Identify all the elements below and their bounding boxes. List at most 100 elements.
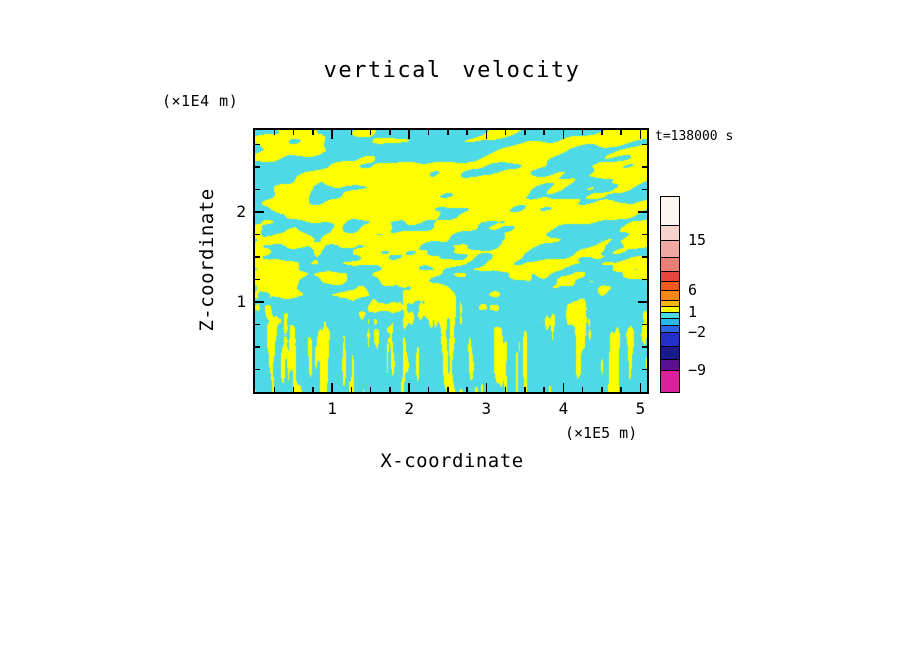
z-minor-tick	[642, 188, 647, 191]
z-minor-tick	[642, 166, 647, 168]
x-major-tick	[408, 383, 410, 392]
colorbar-segment	[661, 290, 679, 300]
x-minor-tick	[273, 130, 276, 135]
x-minor-tick	[369, 130, 372, 135]
x-minor-tick	[292, 387, 295, 392]
x-minor-tick	[524, 387, 526, 392]
x-major-tick	[639, 383, 642, 392]
colorbar-segment	[661, 257, 679, 271]
z-minor-tick	[255, 278, 260, 281]
colorbar-segment	[661, 197, 679, 225]
time-annotation: t=138000 s	[655, 129, 734, 144]
z-minor-tick	[642, 233, 647, 236]
x-minor-tick	[273, 387, 276, 392]
x-minor-tick	[601, 130, 603, 135]
velocity-field-canvas	[255, 130, 647, 392]
colorbar-segment	[661, 225, 679, 240]
x-minor-tick	[389, 387, 391, 392]
colorbar-segment	[661, 300, 679, 306]
x-minor-tick	[466, 387, 468, 392]
x-major-tick	[562, 130, 565, 139]
colorbar-label: −2	[688, 323, 707, 341]
x-tick-label: 3	[481, 399, 492, 418]
x-minor-tick	[427, 130, 430, 135]
x-minor-tick	[620, 130, 622, 135]
z-minor-tick	[642, 143, 647, 146]
x-minor-tick	[369, 387, 372, 392]
x-minor-tick	[427, 387, 430, 392]
x-major-tick	[639, 130, 642, 139]
x-minor-tick	[543, 387, 545, 392]
x-minor-tick	[350, 387, 353, 392]
x-minor-tick	[312, 387, 314, 392]
colorbar-segment	[661, 306, 679, 312]
x-minor-tick	[524, 130, 526, 135]
y-axis-title: Z-coordinate	[196, 188, 218, 332]
x-minor-tick	[543, 130, 545, 135]
y-axis-units: (×1E4 m)	[162, 92, 239, 110]
x-minor-tick	[601, 387, 603, 392]
colorbar-segment	[661, 281, 679, 290]
z-minor-tick	[255, 368, 260, 371]
x-minor-tick	[620, 387, 622, 392]
colorbar	[660, 196, 680, 393]
plot-area	[253, 128, 649, 394]
x-minor-tick	[350, 130, 353, 135]
x-tick-label: 2	[404, 399, 414, 418]
x-major-tick	[331, 383, 333, 392]
z-minor-tick	[255, 256, 260, 258]
x-minor-tick	[504, 387, 507, 392]
x-tick-label: 4	[558, 399, 569, 418]
colorbar-segment	[661, 359, 679, 370]
colorbar-label: 15	[688, 231, 707, 249]
x-tick-label: 1	[327, 399, 337, 418]
x-minor-tick	[292, 130, 295, 135]
x-major-tick	[485, 383, 488, 392]
x-minor-tick	[447, 387, 449, 392]
colorbar-segment	[661, 312, 679, 318]
colorbar-label: 1	[688, 303, 698, 321]
colorbar-segment	[661, 325, 679, 332]
colorbar-label: 6	[688, 281, 698, 299]
z-tick-label: 1	[236, 292, 246, 311]
x-axis-units: (×1E5 m)	[565, 424, 638, 442]
chart-title: vertical velocity	[323, 58, 581, 83]
colorbar-segment	[661, 332, 679, 346]
z-minor-tick	[255, 166, 260, 168]
x-minor-tick	[312, 130, 314, 135]
z-minor-tick	[642, 346, 647, 348]
x-major-tick	[562, 383, 565, 392]
x-minor-tick	[466, 130, 468, 135]
z-tick-label: 2	[236, 202, 246, 221]
z-minor-tick	[255, 188, 260, 191]
z-minor-tick	[255, 323, 260, 326]
colorbar-segment	[661, 271, 679, 281]
z-major-tick	[255, 301, 264, 303]
z-minor-tick	[642, 256, 647, 258]
x-minor-tick	[447, 130, 449, 135]
z-minor-tick	[255, 346, 260, 348]
z-major-tick	[638, 301, 647, 303]
x-major-tick	[485, 130, 488, 139]
colorbar-segment	[661, 370, 679, 392]
x-minor-tick	[504, 130, 507, 135]
x-major-tick	[331, 130, 333, 139]
x-minor-tick	[389, 130, 391, 135]
z-minor-tick	[642, 278, 647, 281]
z-major-tick	[638, 211, 647, 213]
z-minor-tick	[255, 233, 260, 236]
x-axis-title: X-coordinate	[380, 450, 524, 472]
x-major-tick	[408, 130, 410, 139]
colorbar-segment	[661, 240, 679, 257]
z-minor-tick	[255, 143, 260, 146]
z-minor-tick	[642, 368, 647, 371]
colorbar-segment	[661, 318, 679, 325]
z-major-tick	[255, 211, 264, 213]
x-tick-label: 5	[635, 399, 646, 418]
x-minor-tick	[581, 130, 584, 135]
x-minor-tick	[581, 387, 584, 392]
colorbar-segment	[661, 346, 679, 359]
colorbar-label: −9	[688, 361, 707, 379]
z-minor-tick	[642, 323, 647, 326]
